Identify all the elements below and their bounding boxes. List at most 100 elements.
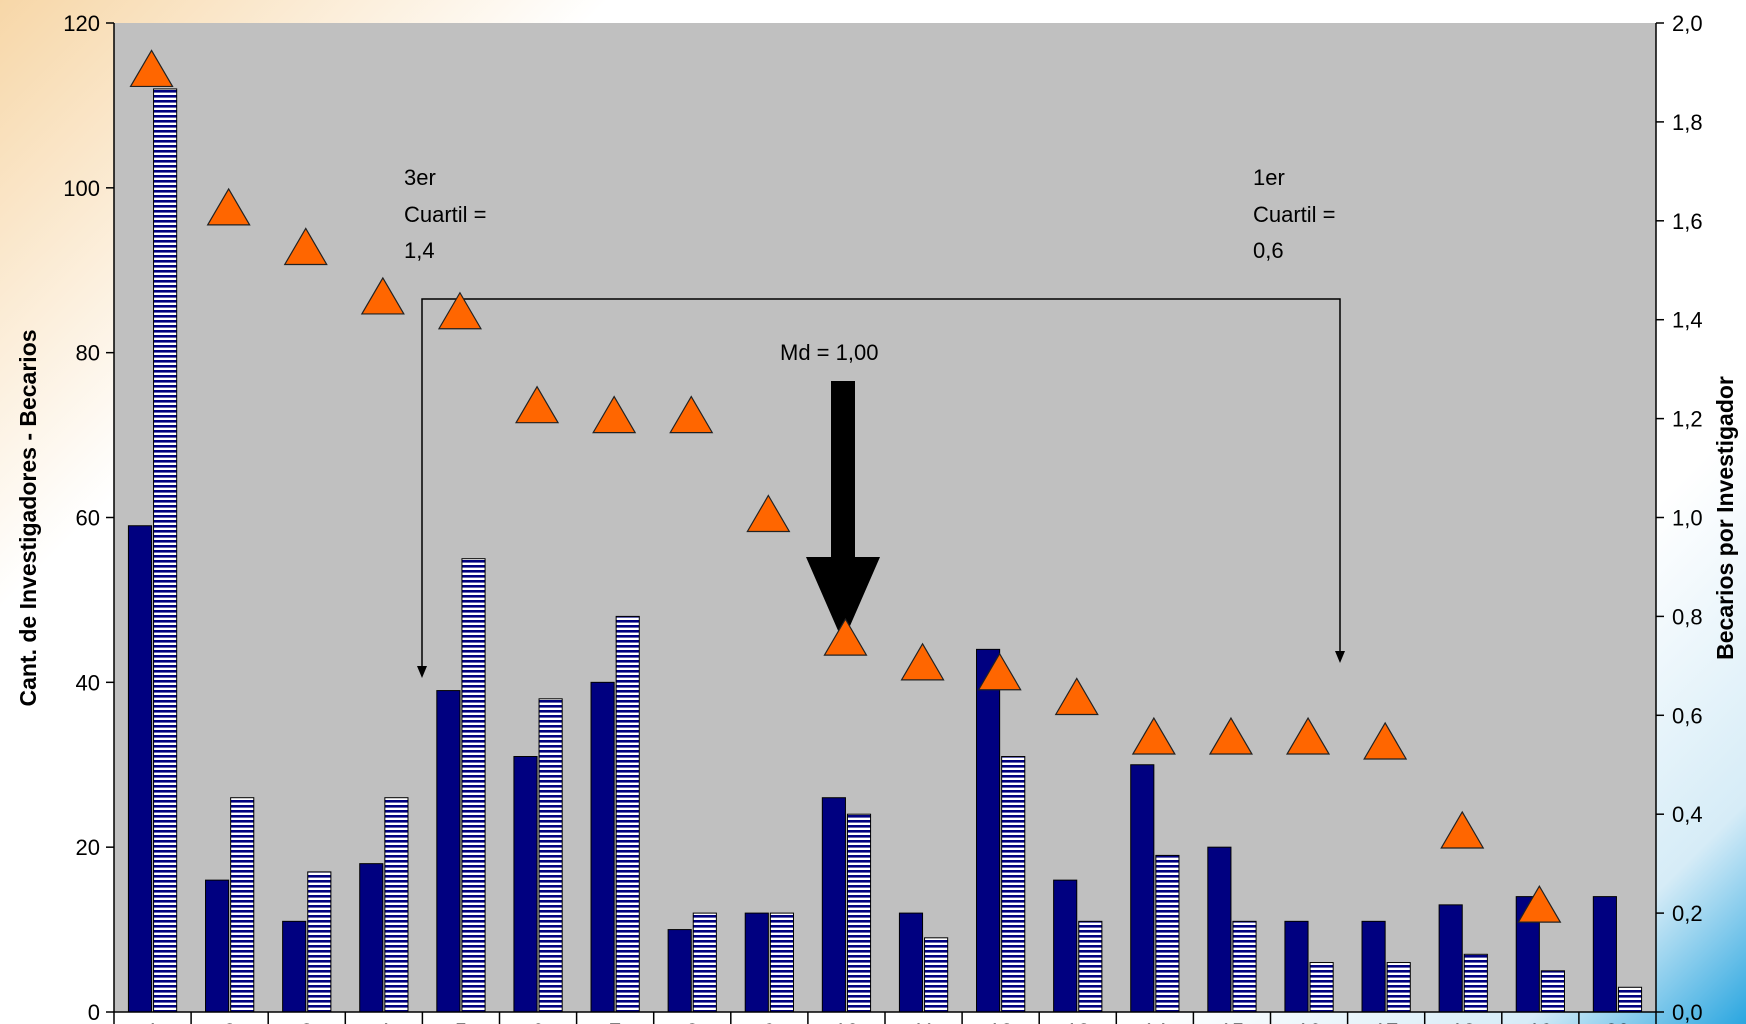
bar-becarios (846, 813, 872, 1013)
x-tick-label: 12 (988, 1019, 1012, 1024)
q1-label-line-1: 1er (1253, 165, 1285, 190)
left-tick-label: 40 (76, 670, 100, 695)
ratio-marker (515, 385, 560, 424)
plot-area (114, 23, 1656, 1012)
bar-investigadores (1053, 879, 1078, 1013)
bar-becarios (924, 937, 949, 1013)
ratio-marker (1440, 810, 1485, 849)
right-tick-label: 1,2 (1672, 407, 1703, 432)
right-tick-label: 1,0 (1672, 506, 1703, 531)
ratio-marker (1286, 716, 1331, 755)
x-tick-label: 5 (455, 1019, 467, 1024)
x-tick-label: 16 (1297, 1019, 1321, 1024)
bar-investigadores (1207, 846, 1232, 1013)
ratio-marker (592, 395, 637, 434)
x-tick-label: 19 (1528, 1019, 1552, 1024)
right-tick-label: 0,4 (1672, 802, 1703, 827)
bar-investigadores (282, 920, 307, 1013)
left-tick-label: 20 (76, 835, 100, 860)
q3-label-line-2: Cuartil = (404, 202, 487, 227)
bar-investigadores (821, 797, 846, 1013)
bar-becarios (1001, 756, 1026, 1013)
bar-investigadores (667, 929, 692, 1013)
x-tick-label: 9 (763, 1019, 775, 1024)
q1-arrowhead (1335, 651, 1345, 663)
bar-becarios (1386, 962, 1411, 1013)
bar-investigadores (1130, 764, 1155, 1013)
left-tick-label: 100 (63, 176, 100, 201)
bar-becarios (1617, 986, 1643, 1013)
ratio-markers (129, 49, 1562, 923)
bar-investigadores (898, 912, 924, 1013)
bar-becarios (1540, 970, 1565, 1013)
bar-becarios (1463, 953, 1488, 1013)
bar-becarios (1078, 920, 1103, 1013)
left-axis-ticks: 0 20 40 60 80 100 120 (63, 11, 114, 1024)
x-tick-label: 4 (378, 1019, 390, 1024)
bar-becarios (1232, 920, 1257, 1013)
left-axis-title: Cant. de Investigadores - Becarios (15, 329, 41, 706)
median-label: Md = 1,00 (780, 340, 878, 365)
right-tick-label: 0,8 (1672, 604, 1703, 629)
bar-investigadores (590, 681, 615, 1013)
bar-becarios (153, 88, 178, 1013)
bar-investigadores (1438, 904, 1463, 1013)
bar-becarios (769, 912, 794, 1013)
bar-investigadores (436, 690, 461, 1013)
bar-investigadores (1592, 896, 1617, 1013)
q3-label-line-3: 1,4 (404, 238, 435, 263)
ratio-marker (900, 642, 945, 681)
ratio-marker (977, 652, 1022, 691)
ratio-marker (1208, 716, 1253, 755)
ratio-marker (1131, 716, 1176, 755)
bar-investigadores (1284, 920, 1309, 1013)
x-tick-label: 2 (224, 1019, 236, 1024)
left-tick-label: 0 (88, 1000, 100, 1024)
right-axis-title: Becarios por Investigador (1712, 376, 1738, 660)
x-tick-label: 10 (834, 1019, 858, 1024)
left-tick-label: 60 (76, 506, 100, 531)
ratio-marker (129, 49, 174, 88)
bar-investigadores (205, 879, 230, 1013)
right-tick-label: 1,4 (1672, 308, 1703, 333)
x-tick-label: 13 (1066, 1019, 1090, 1024)
bar-becarios (615, 615, 640, 1013)
right-tick-label: 0,0 (1672, 1000, 1703, 1024)
bar-investigadores (1361, 920, 1386, 1013)
bar-becarios (461, 558, 486, 1013)
bar-becarios (538, 698, 563, 1013)
ratio-marker (823, 617, 868, 656)
x-tick-label: 17 (1374, 1019, 1398, 1024)
bar-becarios (384, 797, 409, 1013)
ratio-marker (1363, 721, 1408, 760)
right-tick-label: 2,0 (1672, 11, 1703, 36)
ratio-marker (283, 227, 328, 266)
bar-becarios (1309, 962, 1334, 1013)
x-tick-label: 20 (1605, 1019, 1629, 1024)
ratio-marker (669, 395, 714, 434)
left-tick-label: 80 (76, 341, 100, 366)
ratio-marker (746, 494, 791, 533)
x-tick-label: 3 (301, 1019, 313, 1024)
x-tick-label: 8 (686, 1019, 698, 1024)
ratio-marker (206, 187, 251, 226)
q1-label-line-2: Cuartil = (1253, 202, 1336, 227)
right-tick-label: 1,8 (1672, 110, 1703, 135)
q3-arrowhead (417, 666, 427, 678)
quartile-bracket (421, 298, 1341, 670)
right-axis-ticks: 0,0 0,2 0,4 0,6 0,8 1,0 1,2 1,4 1,6 1,8 2,0 (1656, 11, 1703, 1024)
bar-investigadores (127, 525, 153, 1013)
x-tick-label: 14 (1143, 1019, 1167, 1024)
right-tick-label: 1,6 (1672, 209, 1703, 234)
median-arrow (806, 381, 880, 642)
left-tick-label: 120 (63, 11, 100, 36)
bar-becarios (1155, 854, 1180, 1013)
ratio-marker (360, 276, 405, 315)
ratio-marker (437, 291, 482, 330)
x-tick-label: 7 (609, 1019, 621, 1024)
bar-investigadores (976, 648, 1001, 1013)
x-tick-label: 11 (912, 1019, 935, 1024)
x-tick-label: 18 (1451, 1019, 1475, 1024)
bar-investigadores (513, 756, 538, 1013)
x-axis-ticks: 1234567891011121314151617181920 (113, 1012, 1657, 1024)
